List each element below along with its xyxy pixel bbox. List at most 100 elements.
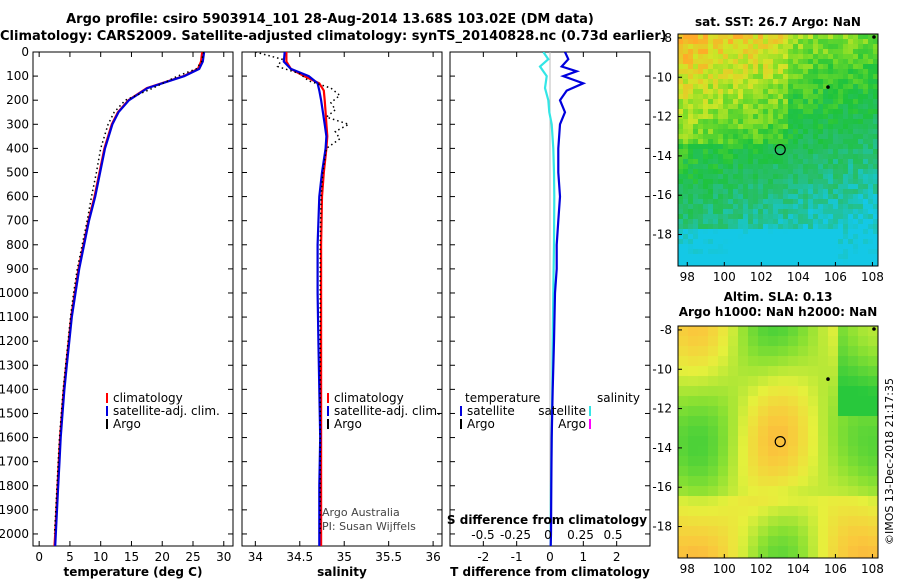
temperature-difference-line xyxy=(549,52,587,546)
map-frame xyxy=(677,325,879,559)
x-tick-label: 10 xyxy=(93,550,108,564)
x-tick-label: 5 xyxy=(66,550,74,564)
satellite-line xyxy=(282,52,328,546)
sst-map-panel: 98 100 102 104 106 108 -8 -10 -12 -14 -16 -18 sat. S… xyxy=(652,15,884,284)
x-axis-label: T difference from climatology xyxy=(450,565,650,579)
satellite-line xyxy=(54,52,206,546)
x-tick-label: 25 xyxy=(185,550,200,564)
y-tick-label: 2000 xyxy=(0,527,29,541)
salinity-panel: 34 34.5 35 35.5 36 salinity climatologysatelli… xyxy=(241,51,443,579)
x-tick-label: 34.5 xyxy=(286,550,313,564)
plot-frame xyxy=(32,51,234,547)
legend-label: climatology xyxy=(334,391,404,405)
y-tick-label: 800 xyxy=(6,238,29,252)
map-x-tick-label: 104 xyxy=(787,562,810,576)
x-tick-label: 15 xyxy=(124,550,139,564)
map-x-tick-label: 106 xyxy=(824,562,847,576)
y-tick-label: 1900 xyxy=(0,503,29,517)
legend-label: Argo xyxy=(558,417,586,431)
legend-label: Argo xyxy=(113,417,141,431)
y-tick-label: 700 xyxy=(6,214,29,228)
legend-label: Argo xyxy=(334,417,362,431)
island-marker xyxy=(826,377,830,381)
y-tick-label: 100 xyxy=(6,69,29,83)
y-tick-label: 1800 xyxy=(0,479,29,493)
argo-float-marker xyxy=(774,436,786,448)
map-y-tick-label: -14 xyxy=(652,149,672,163)
argo-float-marker xyxy=(774,144,786,156)
sst-cells xyxy=(678,34,878,266)
map-y-tick-label: -8 xyxy=(660,323,672,337)
map-x-tick-label: 108 xyxy=(861,562,884,576)
sla-map-panel: 98 100 102 104 106 108 -8 -10 -12 -14 -16 -18 Altim.… xyxy=(652,290,884,576)
legend-title-salinity: salinity xyxy=(597,391,640,405)
x-tick-label: 0 xyxy=(546,550,554,564)
map-y-tick-label: -10 xyxy=(652,362,672,376)
x-tick-label: -1 xyxy=(511,550,523,564)
map-y-tick-label: -18 xyxy=(652,228,672,242)
map-y-tick-label: -18 xyxy=(652,520,672,534)
corner-marker xyxy=(872,35,876,39)
legend-title-temperature: temperature xyxy=(465,391,540,405)
annotation-argo-australia: Argo Australia xyxy=(322,506,400,519)
map-x-tick-label: 100 xyxy=(713,562,736,576)
sla-map-title: Altim. SLA: 0.13 xyxy=(724,290,833,304)
y-tick-label: 1400 xyxy=(0,382,29,396)
y-tick-label: 1200 xyxy=(0,334,29,348)
x-tick-label: -2 xyxy=(477,550,489,564)
argo-profile xyxy=(255,52,351,534)
map-y-tick-label: -8 xyxy=(660,31,672,45)
top-tick-label: -0.25 xyxy=(500,528,531,542)
y-tick-label: 300 xyxy=(6,117,29,131)
x-tick-label: 2 xyxy=(613,550,621,564)
map-y-tick-label: -10 xyxy=(652,70,672,84)
y-tick-label: 1700 xyxy=(0,455,29,469)
plot-frame xyxy=(241,51,443,547)
y-tick-label: 400 xyxy=(6,141,29,155)
map-x-tick-label: 104 xyxy=(787,270,810,284)
map-y-tick-label: -14 xyxy=(652,441,672,455)
x-tick-label: 35 xyxy=(337,550,352,564)
y-tick-label: 1100 xyxy=(0,310,29,324)
x-tick-label: 0 xyxy=(35,550,43,564)
x-tick-label: 1 xyxy=(580,550,588,564)
x-tick-label: 34 xyxy=(248,550,263,564)
y-tick-label: 600 xyxy=(6,190,29,204)
map-y-tick-label: -12 xyxy=(652,110,672,124)
legend-label: satellite-adj. clim. xyxy=(113,404,220,418)
y-tick-label: 1000 xyxy=(0,286,29,300)
legend-label: satellite xyxy=(467,404,515,418)
map-x-tick-label: 98 xyxy=(680,562,695,576)
top-tick-label: 0.5 xyxy=(603,528,622,542)
map-x-tick-label: 102 xyxy=(750,270,773,284)
map-y-tick-label: -12 xyxy=(652,402,672,416)
top-axis-label: S difference from climatology xyxy=(447,513,647,527)
sst-map-title: sat. SST: 26.7 Argo: NaN xyxy=(695,15,861,29)
map-y-tick-label: -16 xyxy=(652,480,672,494)
x-axis-label: temperature (deg C) xyxy=(64,565,203,579)
x-tick-label: 36 xyxy=(425,550,440,564)
plot-title-line1: Argo profile: csiro 5903914_101 28-Aug-2… xyxy=(66,12,594,27)
top-tick-label: -0.5 xyxy=(471,528,494,542)
y-tick-label: 200 xyxy=(6,93,29,107)
map-frame xyxy=(677,33,879,267)
y-tick-label: 500 xyxy=(6,165,29,179)
x-tick-label: 30 xyxy=(216,550,231,564)
map-x-tick-label: 106 xyxy=(824,270,847,284)
y-tick-label: 1300 xyxy=(0,358,29,372)
temperature-panel: 0100200300400500600700800900100011001200… xyxy=(0,45,234,579)
sla-cells xyxy=(678,326,878,558)
y-tick-label: 1600 xyxy=(0,431,29,445)
y-tick-label: 1500 xyxy=(0,406,29,420)
map-x-tick-label: 102 xyxy=(750,562,773,576)
x-axis-label: salinity xyxy=(317,565,367,579)
y-tick-label: 0 xyxy=(21,45,29,59)
plot-title-line2: Climatology: CARS2009. Satellite-adjuste… xyxy=(0,29,667,44)
map-x-tick-label: 100 xyxy=(713,270,736,284)
difference-panel: -2 -1 0 1 2T difference from climatology temp… xyxy=(447,51,651,579)
sla-map-subtitle: Argo h1000: NaN h2000: NaN xyxy=(679,305,878,319)
x-tick-label: 35.5 xyxy=(375,550,402,564)
imos-timestamp: ©IMOS 13-Dec-2018 21:17:35 xyxy=(883,378,896,545)
map-x-tick-label: 98 xyxy=(680,270,695,284)
